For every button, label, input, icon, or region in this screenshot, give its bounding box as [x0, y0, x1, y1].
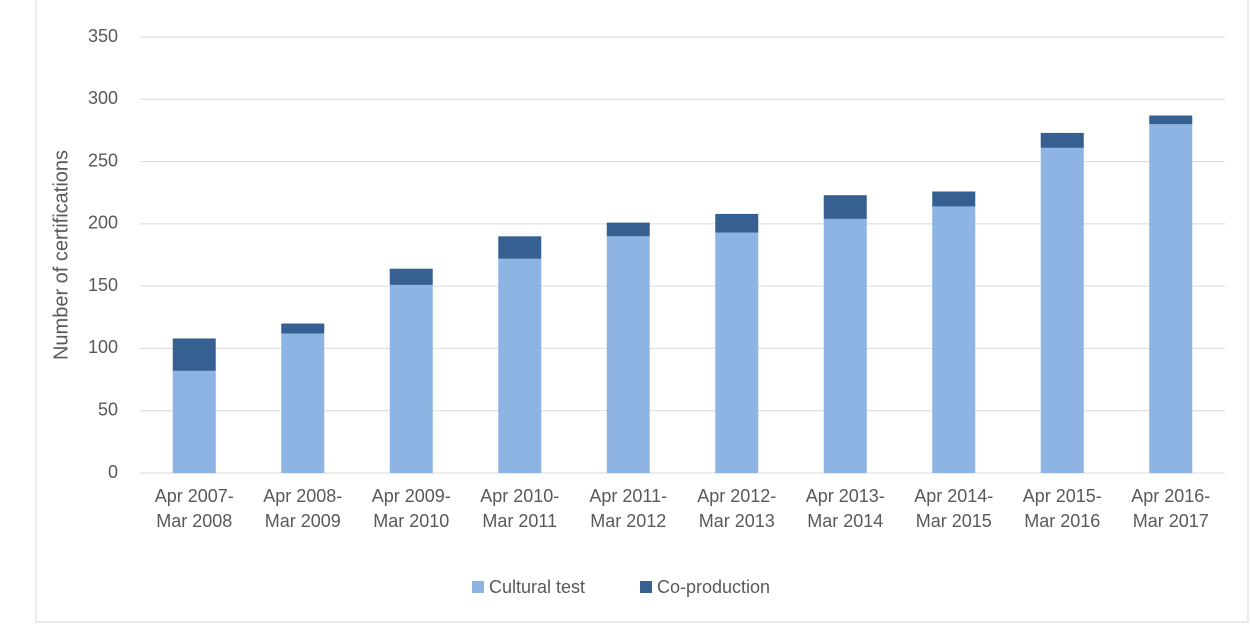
x-tick-label: Apr 2016-Mar 2017 — [1131, 486, 1210, 531]
bar-segment — [1149, 115, 1193, 125]
bar-segment — [715, 213, 759, 233]
y-tick-label: 250 — [88, 150, 118, 170]
bar-segment — [281, 323, 325, 334]
x-tick-label: Apr 2014-Mar 2015 — [914, 486, 993, 531]
bar-segment — [1040, 147, 1084, 473]
bar-segment — [932, 206, 976, 473]
legend-swatch — [640, 581, 652, 593]
y-tick-label: 200 — [88, 213, 118, 233]
x-tick-label: Apr 2010-Mar 2011 — [480, 486, 559, 531]
y-tick-label: 100 — [88, 337, 118, 357]
bar-segment — [281, 333, 325, 473]
bar-segment — [389, 268, 433, 285]
bar-segment — [498, 236, 542, 259]
chart-border — [35, 0, 1249, 623]
y-tick-label: 350 — [88, 26, 118, 46]
legend-swatch — [472, 581, 484, 593]
bar-segment — [715, 232, 759, 473]
y-tick-label: 300 — [88, 88, 118, 108]
legend-label: Cultural test — [489, 577, 585, 597]
bar-segment — [389, 284, 433, 473]
y-tick-label: 150 — [88, 275, 118, 295]
x-tick-label: Apr 2008-Mar 2009 — [263, 486, 342, 531]
bar-segment — [1149, 124, 1193, 473]
x-tick-label: Apr 2012-Mar 2013 — [697, 486, 776, 531]
bar-segment — [606, 222, 650, 237]
bar-segment — [172, 338, 216, 371]
legend-label: Co-production — [657, 577, 770, 597]
bar-segment — [498, 258, 542, 473]
bar-segment — [172, 370, 216, 473]
x-tick-label: Apr 2015-Mar 2016 — [1023, 486, 1102, 531]
x-tick-label: Apr 2009-Mar 2010 — [372, 486, 451, 531]
bar-segment — [823, 195, 867, 219]
y-tick-label: 0 — [108, 462, 118, 482]
x-tick-label: Apr 2011-Mar 2012 — [589, 486, 667, 531]
y-tick-label: 50 — [98, 399, 118, 419]
x-tick-label: Apr 2013-Mar 2014 — [806, 486, 885, 531]
bar-segment — [1040, 132, 1084, 148]
bar-segment — [606, 236, 650, 473]
x-tick-label: Apr 2007-Mar 2008 — [155, 486, 234, 531]
y-axis-label: Number of certifications — [50, 150, 72, 360]
bar-segment — [823, 218, 867, 473]
bar-segment — [932, 191, 976, 207]
